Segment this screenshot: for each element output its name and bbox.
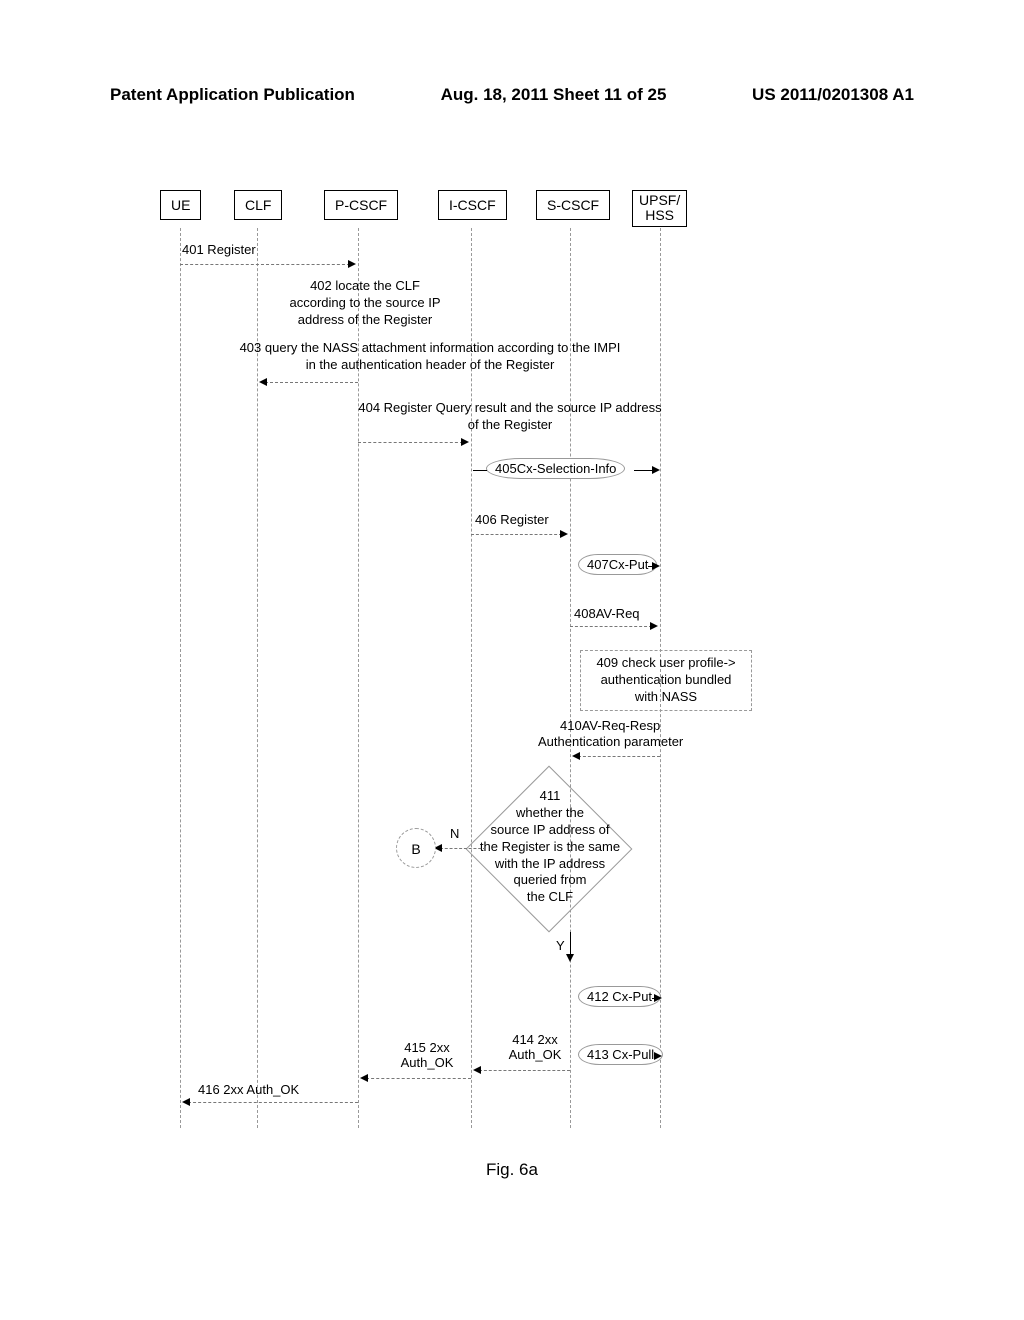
figure-caption: Fig. 6a <box>0 1160 1024 1180</box>
actor-hss-label: UPSF/ HSS <box>639 192 680 223</box>
arrowhead-404 <box>461 438 469 446</box>
label-403: 403 query the NASS attachment informatio… <box>200 340 660 374</box>
arrow-404 <box>358 442 463 443</box>
header-right: US 2011/0201308 A1 <box>752 85 914 105</box>
arrowhead-412 <box>654 994 662 1002</box>
arrow-406 <box>471 534 562 535</box>
arrow-405l <box>473 470 487 471</box>
arrow-401 <box>180 264 350 265</box>
arrowhead-405 <box>652 466 660 474</box>
actor-icscf: I-CSCF <box>438 190 507 220</box>
lens-412: 412 Cx-Put <box>578 986 661 1007</box>
label-410a: 410AV-Req-Resp <box>560 718 680 733</box>
lens-407: 407Cx-Put <box>578 554 657 575</box>
page-header: Patent Application Publication Aug. 18, … <box>110 85 914 105</box>
label-415: 415 2xx Auth_OK <box>392 1040 462 1070</box>
arrow-408 <box>570 626 652 627</box>
header-left: Patent Application Publication <box>110 85 355 105</box>
arrowhead-410 <box>572 752 580 760</box>
lens-405: 405Cx-Selection-Info <box>486 458 625 479</box>
arrowhead-403 <box>259 378 267 386</box>
header-center: Aug. 18, 2011 Sheet 11 of 25 <box>441 85 667 105</box>
arrowhead-416 <box>182 1098 190 1106</box>
arrow-Y <box>570 932 571 956</box>
actor-scscf: S-CSCF <box>536 190 610 220</box>
arrowhead-407 <box>652 562 660 570</box>
arrowhead-413 <box>654 1052 662 1060</box>
arrow-416 <box>188 1102 358 1103</box>
label-410b: Authentication parameter <box>538 734 708 749</box>
actor-hss: UPSF/ HSS <box>632 190 687 227</box>
note-409: 409 check user profile-> authentication … <box>580 650 752 711</box>
arrow-410 <box>578 756 660 757</box>
sequence-diagram: UE CLF P-CSCF I-CSCF S-CSCF UPSF/ HSS 40… <box>160 190 880 1130</box>
msg-401: 401 Register <box>182 242 352 257</box>
label-404: 404 Register Query result and the source… <box>330 400 690 434</box>
label-408: 408AV-Req <box>574 606 664 621</box>
note-402: 402 locate the CLF according to the sour… <box>260 278 470 329</box>
actor-ue: UE <box>160 190 201 220</box>
arrow-N <box>440 848 486 849</box>
arrow-403 <box>265 382 358 383</box>
arrowhead-401 <box>348 260 356 268</box>
arrowhead-408 <box>650 622 658 630</box>
connector-B: B <box>396 828 436 868</box>
actor-clf: CLF <box>234 190 282 220</box>
decision-411-text: 411 whether the source IP address of the… <box>460 788 640 906</box>
actor-pcscf: P-CSCF <box>324 190 398 220</box>
arrowhead-414 <box>473 1066 481 1074</box>
arrow-415 <box>366 1078 471 1079</box>
arrow-405r <box>634 470 654 471</box>
label-N: N <box>450 826 459 841</box>
arrowhead-406 <box>560 530 568 538</box>
label-Y: Y <box>556 938 565 953</box>
arrowhead-415 <box>360 1074 368 1082</box>
arrowhead-Y <box>566 954 574 962</box>
lifeline-ue <box>180 228 181 1128</box>
label-414: 414 2xx Auth_OK <box>500 1032 570 1062</box>
label-406: 406 Register <box>475 512 565 527</box>
lens-413: 413 Cx-Pull <box>578 1044 663 1065</box>
arrow-414 <box>479 1070 570 1071</box>
label-416: 416 2xx Auth_OK <box>198 1082 338 1097</box>
